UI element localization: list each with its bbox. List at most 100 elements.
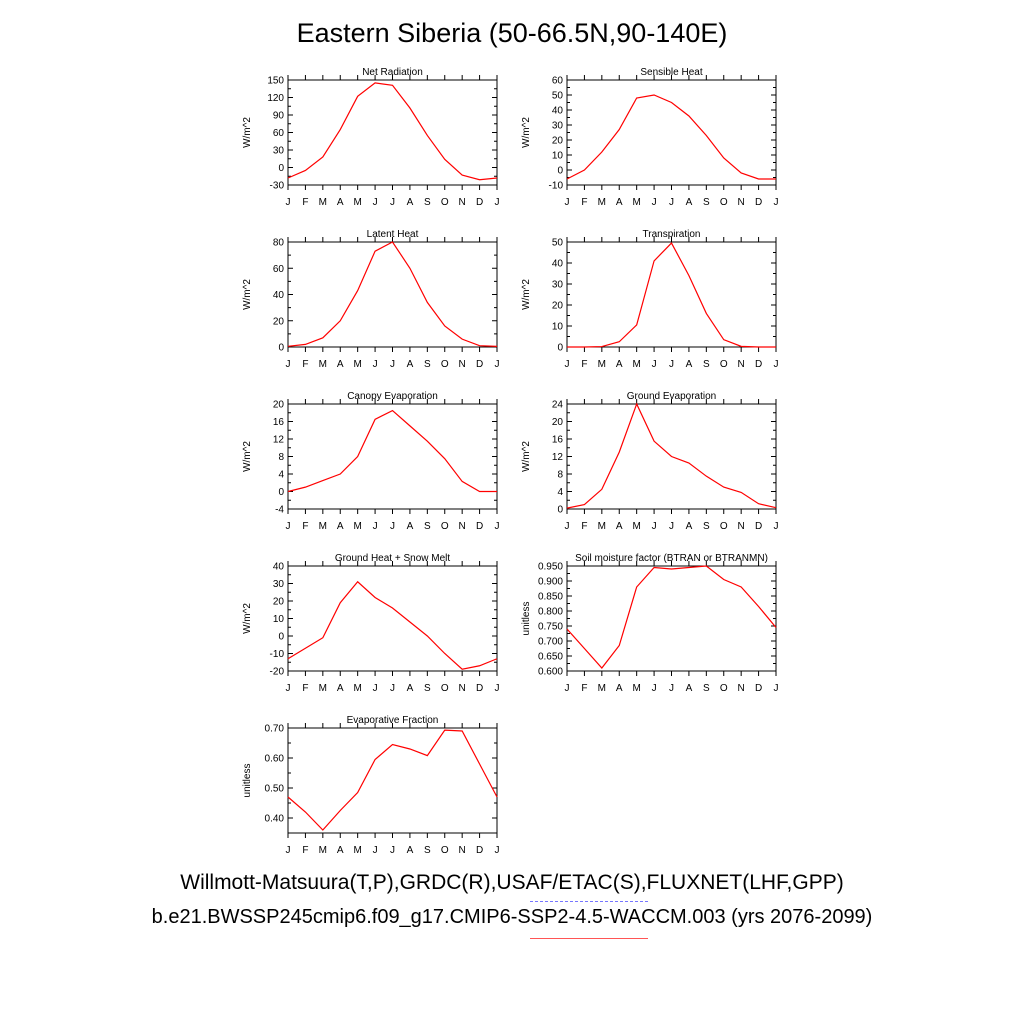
- observations-credit: Willmott-Matsuura(T,P),GRDC(R),USAF/ETAC…: [180, 871, 844, 894]
- x-tick-label: J: [373, 359, 378, 370]
- data-point: [392, 607, 394, 609]
- x-tick-label: F: [302, 197, 308, 208]
- model-legend-line: [530, 938, 648, 939]
- x-tick-label: A: [407, 683, 414, 694]
- data-point: [374, 419, 376, 421]
- series-line: [287, 241, 498, 347]
- data-point: [584, 346, 586, 348]
- x-tick-label: M: [598, 683, 606, 694]
- x-tick-label: N: [738, 683, 745, 694]
- data-point: [287, 346, 289, 348]
- data-point: [427, 635, 429, 637]
- y-tick-label: -10: [549, 181, 564, 192]
- x-tick-label: J: [565, 359, 570, 370]
- x-tick-label: O: [441, 683, 449, 694]
- x-tick-label: D: [476, 359, 483, 370]
- x-tick-label: A: [337, 845, 344, 856]
- x-tick-label: D: [755, 197, 762, 208]
- data-point: [723, 339, 725, 341]
- x-tick-label: S: [424, 683, 431, 694]
- data-point: [479, 763, 481, 765]
- data-point: [479, 665, 481, 667]
- x-tick-label: A: [407, 845, 414, 856]
- x-tick-label: J: [669, 359, 674, 370]
- panel-title: Ground Evaporation: [627, 391, 717, 402]
- data-point: [706, 135, 708, 137]
- data-point: [706, 313, 708, 315]
- data-point: [601, 489, 603, 491]
- x-tick-label: J: [652, 683, 657, 694]
- x-tick-label: A: [616, 197, 623, 208]
- y-tick-label: 16: [552, 435, 564, 446]
- x-tick-label: J: [774, 197, 779, 208]
- data-point: [496, 177, 498, 179]
- x-tick-label: J: [373, 521, 378, 532]
- data-point: [496, 658, 498, 660]
- y-tick-label: 0.800: [538, 607, 563, 618]
- x-tick-label: O: [720, 521, 728, 532]
- y-tick-label: 60: [552, 76, 564, 87]
- y-axis-label: unitless: [521, 602, 532, 636]
- x-tick-label: S: [424, 197, 431, 208]
- x-tick-label: A: [337, 683, 344, 694]
- data-point: [305, 647, 307, 649]
- y-tick-label: 30: [273, 579, 285, 590]
- x-tick-label: F: [302, 845, 308, 856]
- x-tick-label: D: [755, 359, 762, 370]
- y-tick-label: 12: [552, 452, 564, 463]
- x-tick-label: S: [703, 683, 710, 694]
- data-point: [688, 462, 690, 464]
- series-line: [287, 729, 498, 831]
- y-tick-label: 10: [552, 151, 564, 162]
- y-tick-label: 20: [273, 316, 285, 327]
- y-tick-label: 80: [273, 238, 285, 249]
- data-point: [653, 567, 655, 569]
- panel-9: Evaporative Fraction unitless 0.40 0.50 0.60…: [242, 715, 500, 856]
- y-tick-label: 24: [552, 400, 564, 411]
- data-point: [584, 504, 586, 506]
- x-tick-label: F: [581, 683, 587, 694]
- data-point: [618, 451, 620, 453]
- data-point: [601, 346, 603, 348]
- x-tick-label: M: [319, 845, 327, 856]
- x-tick-label: O: [441, 521, 449, 532]
- data-point: [392, 241, 394, 243]
- data-point: [357, 290, 359, 292]
- x-tick-label: A: [616, 683, 623, 694]
- data-point: [287, 177, 289, 179]
- x-tick-label: F: [581, 197, 587, 208]
- panel-title: Net Radiation: [362, 67, 423, 78]
- x-tick-label: F: [581, 359, 587, 370]
- y-tick-label: 0.700: [538, 637, 563, 648]
- data-point: [461, 730, 463, 732]
- y-axis-label: W/m^2: [242, 117, 253, 148]
- y-tick-label: 150: [267, 76, 284, 87]
- y-axis-label: W/m^2: [521, 279, 532, 310]
- data-point: [444, 159, 446, 161]
- data-point: [723, 157, 725, 159]
- data-point: [409, 267, 411, 269]
- figure-title: Eastern Siberia (50-66.5N,90-140E): [296, 18, 728, 48]
- y-axis-label: W/m^2: [242, 441, 253, 472]
- data-point: [339, 129, 341, 131]
- y-axis-label: W/m^2: [242, 603, 253, 634]
- x-tick-label: J: [652, 197, 657, 208]
- x-tick-label: M: [598, 197, 606, 208]
- data-point: [671, 568, 673, 570]
- x-tick-label: A: [686, 359, 693, 370]
- y-tick-label: 0.750: [538, 622, 563, 633]
- y-tick-label: 0.40: [265, 814, 285, 825]
- y-tick-label: 0: [278, 632, 284, 643]
- data-point: [740, 346, 742, 348]
- plot-frame: [287, 565, 498, 672]
- data-point: [427, 755, 429, 757]
- data-point: [339, 810, 341, 812]
- y-tick-label: 40: [273, 290, 285, 301]
- data-point: [653, 94, 655, 96]
- data-point: [444, 653, 446, 655]
- data-point: [479, 491, 481, 493]
- y-tick-label: 20: [552, 417, 564, 428]
